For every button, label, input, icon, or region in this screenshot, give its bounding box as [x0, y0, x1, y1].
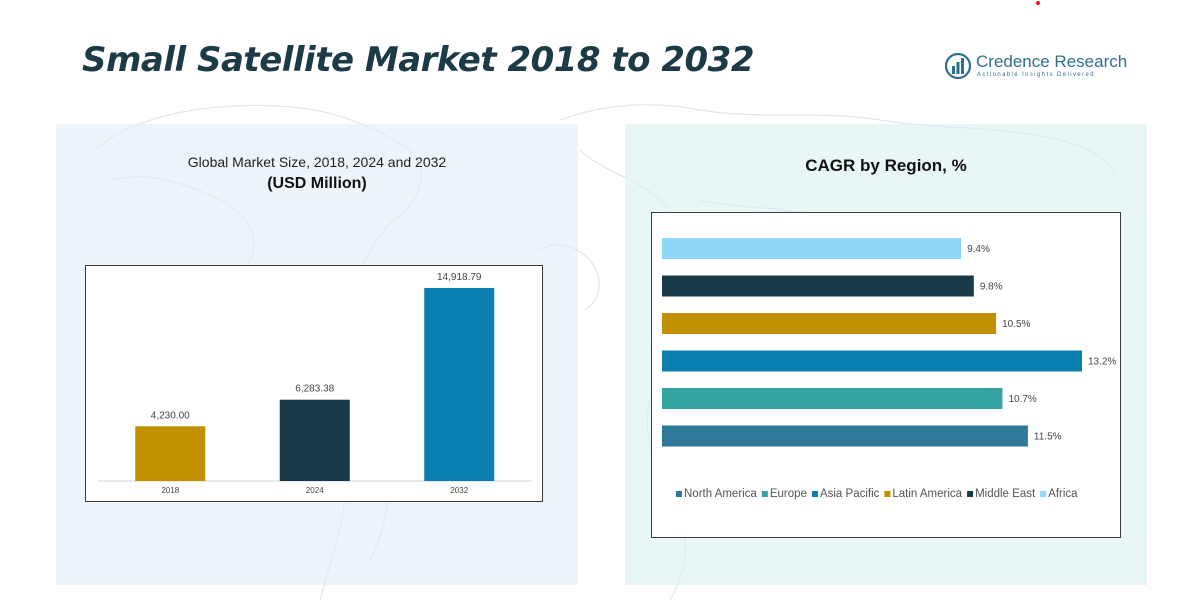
bar-2024	[279, 399, 350, 481]
bar-north-america	[662, 425, 1028, 447]
data-label-north-america: 11.5%	[1034, 432, 1062, 443]
legend-label-africa: Africa	[1048, 488, 1078, 500]
legend-swatch-latin-america	[884, 491, 891, 497]
tick-label-2032: 2032	[450, 486, 468, 495]
data-label-europe: 10.7%	[1008, 394, 1036, 405]
market-size-unit: (USD Million)	[267, 175, 367, 192]
bar-europe	[662, 388, 1003, 409]
legend: North America Europe Asia Pacific Latin Ame…	[676, 488, 1078, 500]
data-label-2032: 14,918.79	[437, 272, 482, 283]
brand-logo: Credence Research Actionable Insights De…	[944, 50, 1128, 82]
bar-latin-america	[662, 313, 997, 334]
legend-label-europe: Europe	[770, 488, 807, 500]
bar-asia-pacific	[662, 350, 1082, 372]
legend-label-latin-america: Latin America	[892, 488, 962, 500]
data-label-middle-east: 9.8%	[980, 282, 1003, 293]
legend-swatch-africa	[1040, 491, 1047, 497]
cagr-chart-frame: 9.4% 9.8% 10.5% 13.2% 10.7% 11.5% North Americ…	[651, 212, 1121, 538]
accent-dot	[1036, 1, 1040, 5]
data-label-latin-america: 10.5%	[1002, 319, 1030, 330]
data-label-africa: 9.4%	[967, 244, 990, 255]
legend-label-north-america: North America	[684, 488, 757, 500]
bar-2032	[424, 287, 495, 481]
cagr-bar-chart: 9.4% 9.8% 10.5% 13.2% 10.7% 11.5% North Americ…	[662, 238, 1116, 500]
page-title: Small Satellite Market 2018 to 2032	[82, 40, 755, 80]
legend-label-asia-pacific: Asia Pacific	[820, 488, 880, 500]
data-label-2018: 4,230.00	[151, 410, 190, 421]
cagr-title: CAGR by Region, %	[805, 156, 967, 175]
bar-chart-logo-icon	[944, 52, 972, 80]
legend-swatch-asia-pacific	[811, 491, 818, 497]
bar-africa	[662, 238, 962, 259]
bar-middle-east	[662, 275, 974, 297]
data-label-2024: 6,283.38	[295, 384, 334, 395]
legend-label-middle-east: Middle East	[975, 488, 1036, 500]
data-label-asia-pacific: 13.2%	[1088, 357, 1116, 368]
bar-2018	[135, 426, 206, 481]
market-size-subtitle: Global Market Size, 2018, 2024 and 2032	[187, 154, 447, 170]
brand-tagline: Actionable Insights Delivered	[977, 72, 1095, 78]
legend-swatch-north-america	[676, 491, 682, 497]
market-size-chart-frame: 4,230.00 2018 6,283.38 2024 14,918.79 2032	[85, 265, 543, 502]
brand-name: Credence Research	[976, 52, 1128, 71]
legend-swatch-europe	[761, 491, 768, 497]
legend-swatch-middle-east	[967, 491, 974, 497]
tick-label-2024: 2024	[306, 486, 324, 495]
market-size-bar-chart: 4,230.00 2018 6,283.38 2024 14,918.79 2032	[98, 272, 532, 495]
tick-label-2018: 2018	[161, 486, 179, 495]
